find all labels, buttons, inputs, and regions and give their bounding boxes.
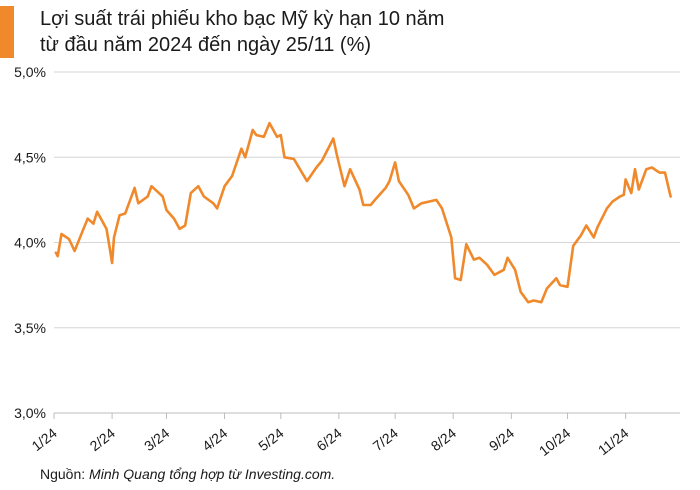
chart-title: Lợi suất trái phiếu kho bạc Mỹ kỳ hạn 10… <box>40 6 680 58</box>
source-text: Minh Quang tổng hợp từ Investing.com. <box>89 466 336 482</box>
y-tick-label: 5,0% <box>14 64 46 80</box>
y-tick-label: 4,5% <box>14 149 46 165</box>
series-layer <box>54 121 672 304</box>
chart-title-line-1: Lợi suất trái phiếu kho bạc Mỹ kỳ hạn 10… <box>40 8 445 30</box>
y-tick-label: 4,0% <box>14 235 46 251</box>
source-note: Nguồn: Minh Quang tổng hợp từ Investing.… <box>40 466 335 482</box>
grid-layer <box>53 71 680 419</box>
x-tick-label: 8/24 <box>428 425 459 455</box>
accent-bar <box>0 6 14 58</box>
x-tick-label: 2/24 <box>87 425 118 455</box>
x-tick-label: 10/24 <box>536 425 574 459</box>
y-tick-label: 3,0% <box>14 405 46 421</box>
series-line <box>54 121 672 304</box>
chart-title-line-2: từ đầu năm 2024 đến ngày 25/11 (%) <box>40 34 372 56</box>
source-label: Nguồn: <box>40 466 90 482</box>
x-tick-label: 9/24 <box>486 425 517 455</box>
x-tick-label: 1/24 <box>29 425 60 455</box>
x-tick-label: 5/24 <box>255 425 286 455</box>
x-tick-labels: 1/24 2/24 3/24 4/24 5/24 6/24 7/24 8/24 9/24 10/2… <box>29 425 632 459</box>
x-tick-label: 4/24 <box>199 425 230 455</box>
x-tick-label: 7/24 <box>370 425 401 455</box>
x-tick-label: 6/24 <box>313 425 344 455</box>
x-tick-label: 3/24 <box>141 425 172 455</box>
x-tick-label: 11/24 <box>595 425 632 459</box>
y-tick-label: 3,5% <box>14 320 46 336</box>
y-tick-labels: 5,0% 4,5% 4,0% 3,5% 3,0% <box>14 64 46 421</box>
